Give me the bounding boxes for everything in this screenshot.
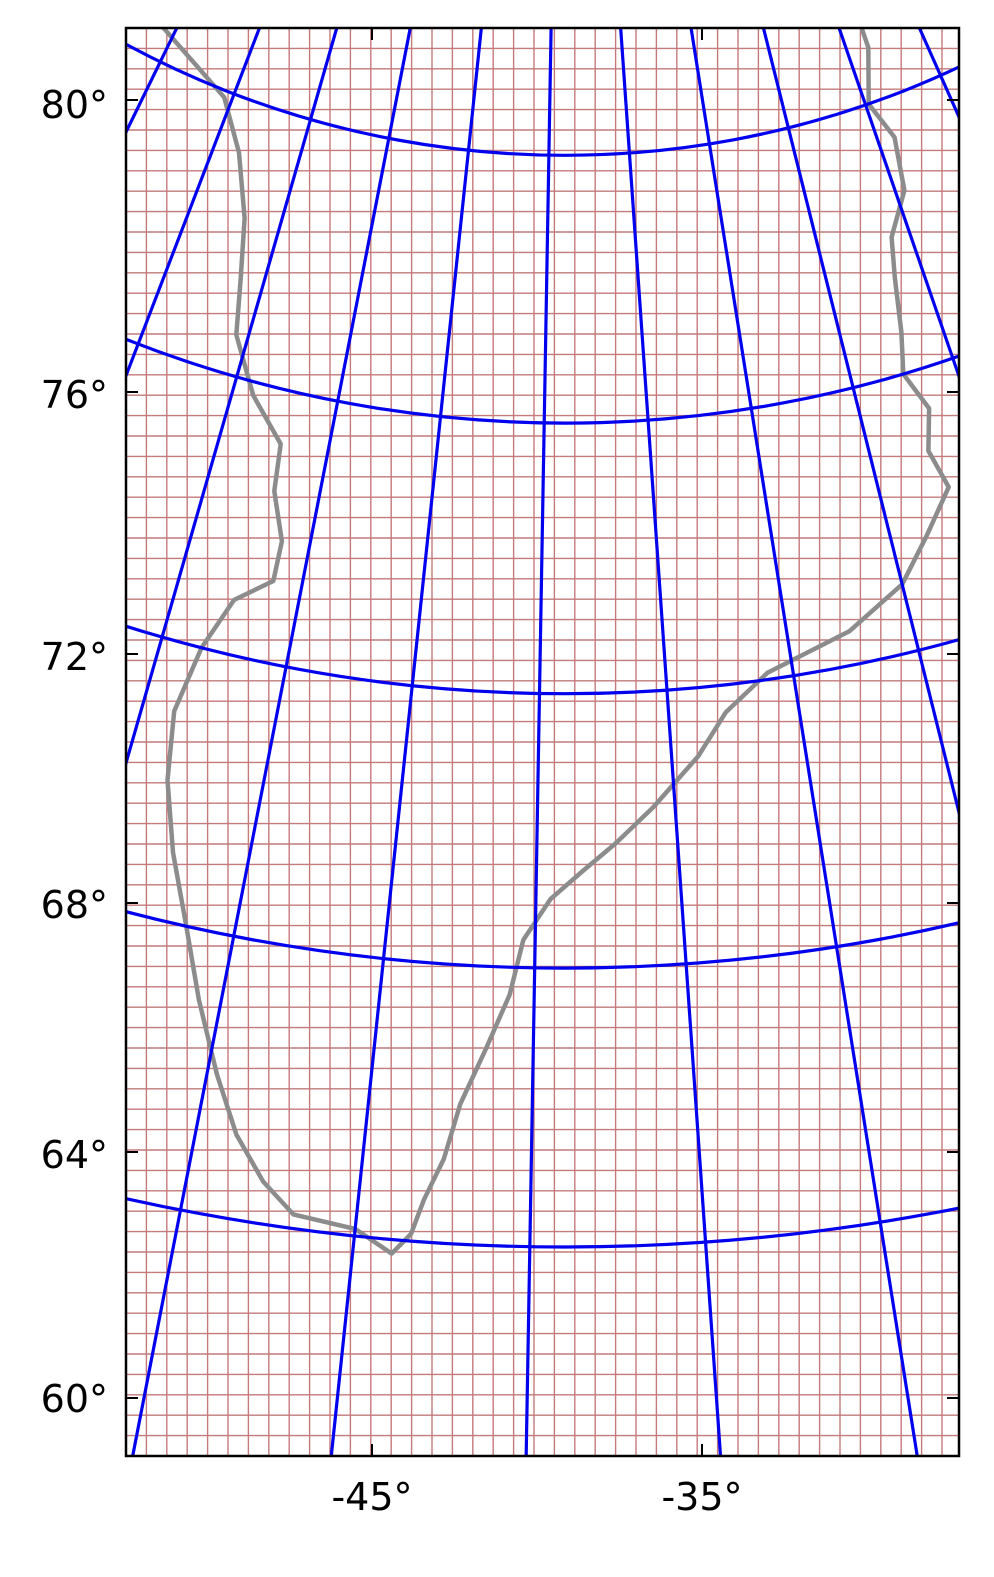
parallel-68 xyxy=(126,624,959,695)
meridian-minus-30 xyxy=(689,28,919,1456)
parallel-64 xyxy=(126,909,959,970)
y-tick-label-64: 64° xyxy=(41,1133,108,1177)
meridian-minus-40 xyxy=(524,28,553,1456)
meridian-minus-50 xyxy=(131,28,412,1456)
parallel-60 xyxy=(126,1196,959,1248)
y-tick-label-76: 76° xyxy=(41,373,108,417)
x-tick-label-minus-45: -45° xyxy=(331,1475,412,1519)
y-tick-label-60: 60° xyxy=(41,1377,108,1421)
meridian-minus-115 xyxy=(0,0,565,30)
meridian-minus-35 xyxy=(619,28,723,1456)
coastline-outline xyxy=(160,28,951,1256)
map-frame xyxy=(124,26,961,1458)
y-tick-label-80: 80° xyxy=(41,83,108,127)
parallel-76 xyxy=(126,42,959,157)
y-tick-label-68: 68° xyxy=(41,883,108,927)
meridian-minus-45 xyxy=(329,28,483,1456)
y-tick-label-72: 72° xyxy=(41,635,108,679)
axis-ticks xyxy=(126,28,959,1456)
parallel-72 xyxy=(126,337,959,425)
greenland-coastline xyxy=(160,28,951,1256)
x-tick-label-minus-35: -35° xyxy=(661,1475,742,1519)
